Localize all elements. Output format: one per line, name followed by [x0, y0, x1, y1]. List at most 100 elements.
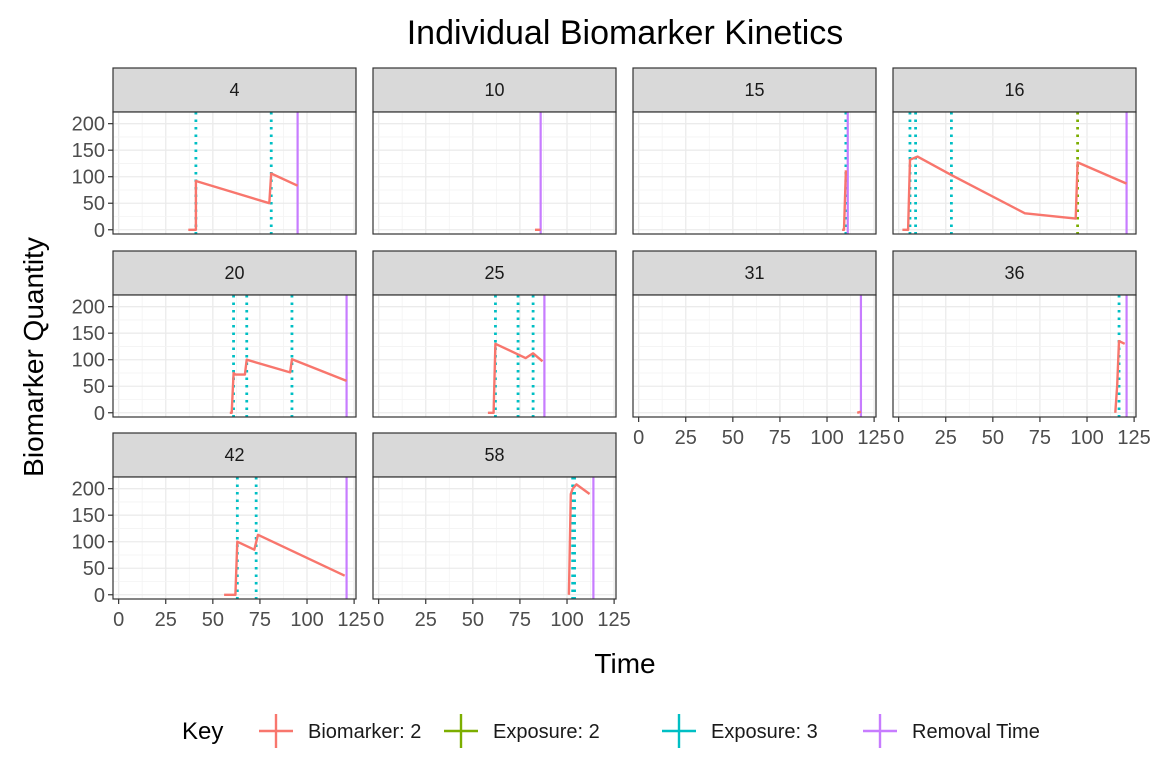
x-tick-label: 50 — [462, 609, 484, 631]
x-axis-title: Time — [594, 648, 655, 679]
panel-border — [892, 111, 1137, 235]
facet-strip-label: 20 — [224, 263, 244, 283]
facet-strip — [372, 250, 617, 296]
y-axis: 0 50 100 150 200 — [72, 479, 113, 607]
panel-border — [632, 294, 877, 418]
panel-border — [112, 476, 357, 600]
panel-grid — [633, 112, 876, 234]
panel-background — [373, 112, 616, 234]
panel-background — [113, 477, 356, 599]
facet-strip-label: 15 — [744, 80, 764, 100]
legend-label: Biomarker: 2 — [308, 721, 421, 743]
y-axis: 0 50 100 150 200 — [72, 114, 113, 242]
facet-strip — [112, 432, 357, 478]
x-axis: 0 25 50 75 100 125 — [373, 599, 631, 631]
panel-grid — [373, 112, 616, 234]
y-tick-label: 0 — [94, 585, 105, 607]
x-tick-label: 25 — [675, 427, 697, 449]
panel-border — [372, 476, 617, 600]
facet-panel-42: 42 0 50 100 150 200 0 25 50 75 100 125 — [72, 432, 371, 631]
biomarker-line — [224, 533, 346, 596]
x-tick-label: 50 — [722, 427, 744, 449]
biomarker-line — [856, 410, 862, 414]
panel-border — [892, 294, 1137, 418]
y-tick-label: 50 — [83, 558, 105, 580]
facet-strip-label: 16 — [1004, 80, 1024, 100]
facet-panel-58: 58 0 25 50 75 100 125 — [372, 432, 631, 631]
y-tick-label: 0 — [94, 403, 105, 425]
panel-border — [372, 111, 617, 235]
x-tick-label: 100 — [550, 609, 583, 631]
biomarker-line — [1114, 339, 1126, 413]
legend-label: Exposure: 2 — [493, 721, 600, 743]
facet-strip — [112, 250, 357, 296]
facet-panel-4: 4 0 50 100 150 200 — [72, 67, 357, 242]
biomarker-line — [487, 342, 544, 414]
facet-panel-31: 31 0 25 50 75 100 125 — [632, 250, 891, 449]
panel-background — [893, 112, 1136, 234]
legend-title: Key — [182, 718, 223, 745]
biomarker-line — [842, 170, 848, 232]
y-tick-label: 200 — [72, 297, 105, 319]
legend-label: Removal Time — [912, 721, 1040, 743]
panel-grid — [113, 112, 356, 234]
y-tick-label: 200 — [72, 479, 105, 501]
x-tick-label: 125 — [1117, 427, 1150, 449]
panel-background — [113, 112, 356, 234]
x-tick-label: 75 — [249, 609, 271, 631]
y-tick-label: 150 — [72, 140, 105, 162]
facet-strip-label: 10 — [484, 80, 504, 100]
facet-strip-label: 42 — [224, 445, 244, 465]
x-tick-label: 0 — [633, 427, 644, 449]
biomarker-line — [567, 483, 591, 595]
facet-strip-label: 25 — [484, 263, 504, 283]
facet-strip — [892, 250, 1137, 296]
y-tick-label: 200 — [72, 114, 105, 136]
facet-strip-label: 36 — [1004, 263, 1024, 283]
legend-item: Biomarker: 2 — [259, 714, 421, 748]
y-tick-label: 150 — [72, 505, 105, 527]
panel-grid — [633, 295, 876, 417]
x-tick-label: 100 — [810, 427, 843, 449]
x-tick-label: 75 — [509, 609, 531, 631]
facet-strip-label: 31 — [744, 263, 764, 283]
panel-border — [112, 294, 357, 418]
facet-panel-10: 10 — [372, 67, 617, 235]
biomarker-line — [902, 155, 1128, 232]
panel-grid — [373, 477, 616, 599]
panel-grid — [893, 295, 1136, 417]
facet-strip — [112, 67, 357, 113]
y-tick-label: 100 — [72, 350, 105, 372]
panel-border — [372, 294, 617, 418]
panel-border — [112, 111, 357, 235]
x-axis: 0 25 50 75 100 125 — [893, 417, 1151, 449]
legend-item: Exposure: 2 — [444, 714, 600, 748]
facet-strip — [632, 250, 877, 296]
x-tick-label: 125 — [337, 609, 370, 631]
x-tick-label: 50 — [982, 427, 1004, 449]
legend-item: Removal Time — [863, 714, 1040, 748]
y-tick-label: 50 — [83, 193, 105, 215]
y-tick-label: 150 — [72, 323, 105, 345]
x-tick-label: 0 — [113, 609, 124, 631]
x-tick-label: 50 — [202, 609, 224, 631]
biomarker-line — [229, 358, 348, 414]
panel-background — [893, 295, 1136, 417]
panel-background — [373, 477, 616, 599]
panel-border — [632, 111, 877, 235]
x-tick-label: 100 — [1070, 427, 1103, 449]
facet-strip-label: 4 — [229, 80, 239, 100]
y-tick-label: 50 — [83, 376, 105, 398]
y-axis-title: Biomarker Quantity — [18, 237, 49, 477]
x-tick-label: 75 — [1029, 427, 1051, 449]
x-tick-label: 25 — [935, 427, 957, 449]
x-tick-label: 25 — [155, 609, 177, 631]
x-tick-label: 125 — [857, 427, 890, 449]
y-axis: 0 50 100 150 200 — [72, 297, 113, 425]
facet-panel-36: 36 0 25 50 75 100 125 — [892, 250, 1151, 449]
panel-background — [633, 295, 876, 417]
panel-background — [633, 112, 876, 234]
